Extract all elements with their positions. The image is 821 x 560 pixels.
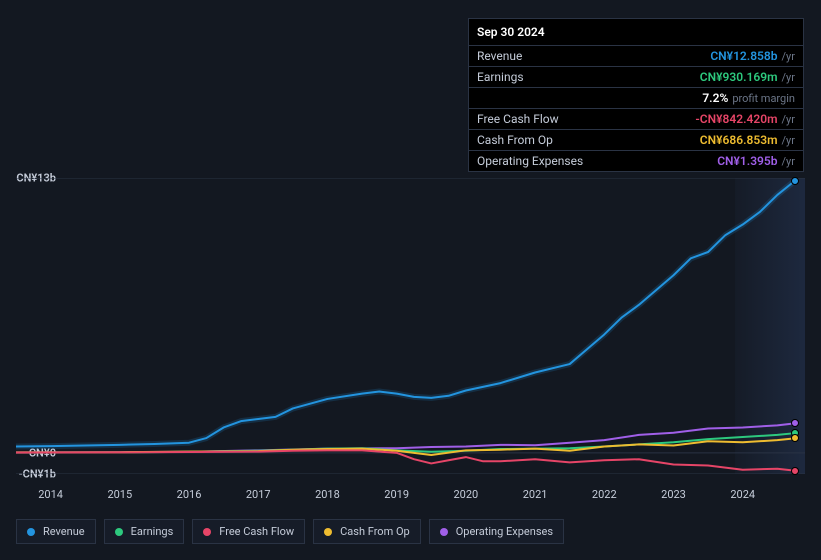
series-endpoint (791, 419, 799, 427)
x-axis-label: 2023 (661, 488, 686, 501)
tooltip-row: Earnings CN¥930.169m/yr (469, 67, 803, 88)
legend-dot-icon (115, 528, 123, 536)
legend-dot-icon (324, 528, 332, 536)
legend-item[interactable]: Cash From Op (313, 519, 421, 544)
x-axis-label: 2018 (315, 488, 340, 501)
legend-label: Operating Expenses (456, 525, 553, 538)
data-tooltip: Sep 30 2024 RevenueCN¥12.858b/yrEarnings… (468, 18, 804, 172)
x-axis-label: 2015 (107, 488, 132, 501)
x-axis: 2014 2015 2016 2017 2018 2019 2020 2021 2022 2023… (16, 484, 805, 504)
legend-item[interactable]: Earnings (104, 519, 185, 544)
tooltip-value: CN¥686.853m (700, 133, 778, 147)
tooltip-row: Revenue CN¥12.858b/yr (469, 46, 803, 67)
legend-label: Revenue (43, 525, 85, 538)
tooltip-value: -CN¥842.420m (695, 112, 777, 126)
tooltip-row: Free Cash Flow -CN¥842.420m/yr (469, 109, 803, 130)
legend-item[interactable]: Operating Expenses (429, 519, 564, 544)
x-axis-label: 2024 (730, 488, 755, 501)
x-axis-label: 2020 (453, 488, 478, 501)
tooltip-unit: /yr (782, 134, 795, 147)
chart: CN¥13bCN¥0-CN¥1b 20142015201620172018201… (16, 160, 805, 504)
tooltip-row: Cash From Op CN¥686.853m/yr (469, 130, 803, 151)
chart-lines (16, 178, 805, 474)
legend-dot-icon (440, 528, 448, 536)
tooltip-value: 7.2% (702, 91, 728, 105)
tooltip-row: 7.2% profit margin (469, 88, 803, 109)
x-axis-label: 2016 (177, 488, 202, 501)
tooltip-label: Cash From Op (477, 133, 553, 147)
x-axis-label: 2014 (38, 488, 63, 501)
tooltip-unit: /yr (782, 71, 795, 84)
x-axis-label: 2021 (523, 488, 548, 501)
legend: Revenue Earnings Free Cash Flow Cash From O… (16, 519, 564, 544)
legend-item[interactable]: Free Cash Flow (192, 519, 305, 544)
x-axis-label: 2017 (246, 488, 271, 501)
tooltip-label: Revenue (477, 49, 522, 63)
tooltip-date: Sep 30 2024 (469, 19, 803, 46)
tooltip-unit: profit margin (732, 92, 795, 105)
tooltip-label: Free Cash Flow (477, 112, 559, 126)
legend-label: Free Cash Flow (219, 525, 294, 538)
legend-item[interactable]: Revenue (16, 519, 96, 544)
tooltip-unit: /yr (782, 113, 795, 126)
tooltip-value: CN¥930.169m (700, 70, 778, 84)
legend-dot-icon (27, 528, 35, 536)
tooltip-value: CN¥12.858b (710, 49, 777, 63)
legend-label: Earnings (131, 525, 174, 538)
x-axis-label: 2022 (592, 488, 617, 501)
tooltip-label: Earnings (477, 70, 524, 84)
legend-dot-icon (203, 528, 211, 536)
plot-area (16, 178, 805, 474)
legend-label: Cash From Op (340, 525, 410, 538)
series-endpoint (791, 434, 799, 442)
series-endpoint (791, 467, 799, 475)
series-endpoint (791, 177, 799, 185)
x-axis-label: 2019 (384, 488, 409, 501)
tooltip-unit: /yr (782, 50, 795, 63)
